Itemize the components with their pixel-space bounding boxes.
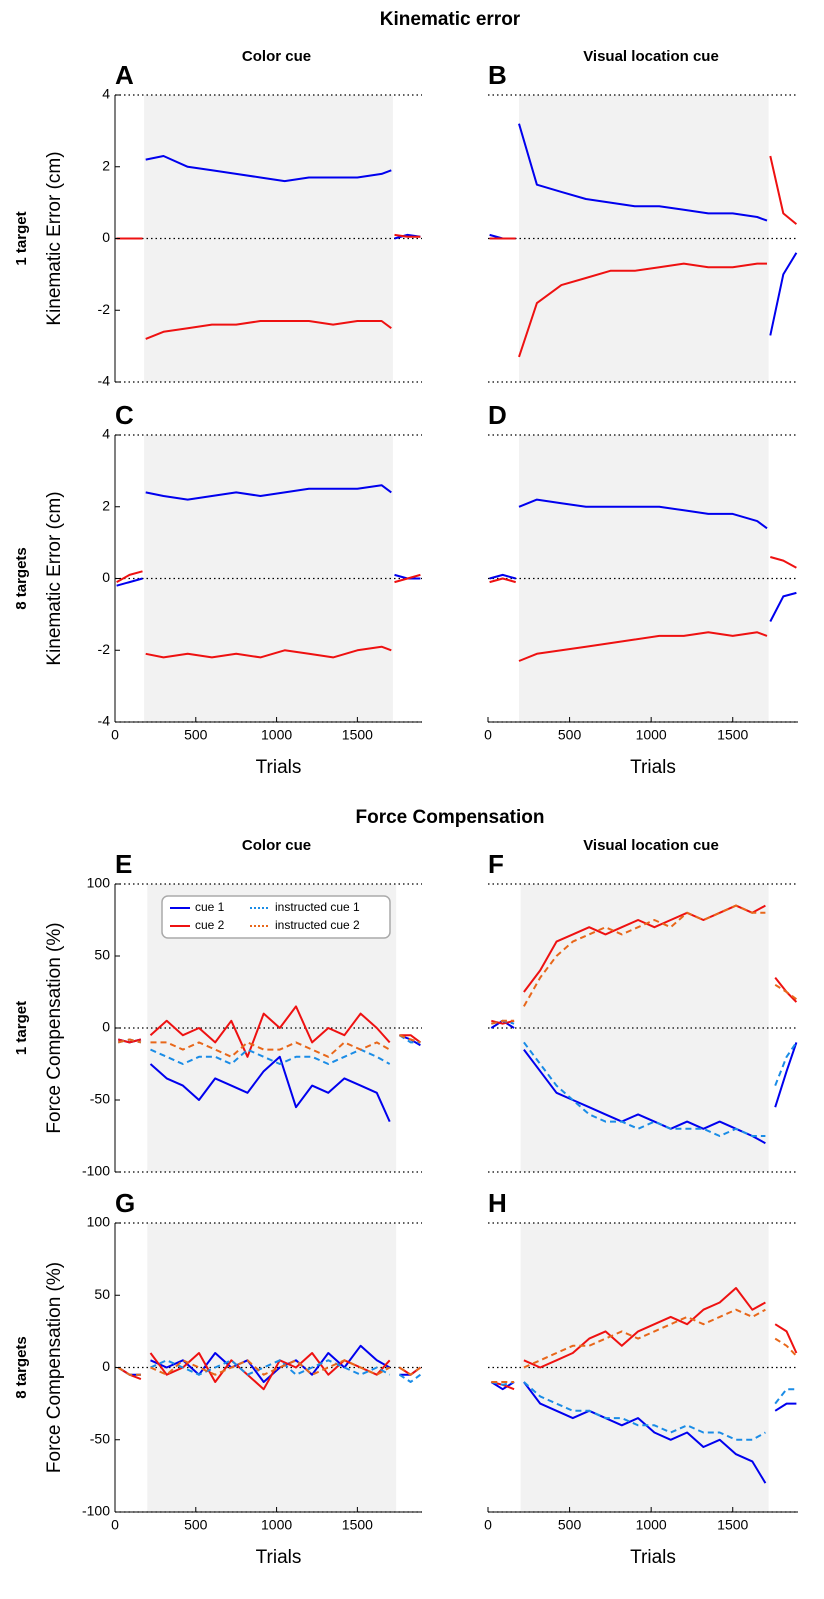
panel-letter: D [488,400,507,430]
x-tick-label: 1000 [636,1517,667,1533]
y-tick-label: -100 [82,1163,110,1179]
x-axis-label: Trials [630,757,676,778]
y-tick-label: 50 [94,1286,110,1302]
x-axis-label: Trials [256,757,302,778]
x-tick-label: 0 [111,1517,119,1533]
series-line [491,1308,798,1383]
legend-label: cue 1 [195,900,225,914]
series-line [117,1359,421,1376]
row-label: 8 targets [13,1336,30,1399]
series-line [117,1034,421,1058]
y-tick-label: -50 [90,1091,110,1107]
y-tick-label: 100 [87,1214,111,1230]
y-tick-label: -4 [98,373,111,389]
panel-letter: G [115,1188,135,1218]
column-title: Color cue [242,837,311,854]
panel-letter: A [115,60,134,90]
x-tick-label: 500 [558,1517,582,1533]
y-axis-label: Kinematic Error (cm) [44,491,65,665]
series-line [116,570,421,659]
y-tick-label: 2 [102,157,110,173]
y-tick-label: 2 [102,497,110,513]
series-line [491,904,797,1025]
section-title: Kinematic error [380,9,521,30]
panel-letter: F [488,849,504,879]
y-tick-label: -2 [98,301,111,317]
series-line [489,556,797,662]
y-tick-label: 100 [87,875,111,891]
x-axis-label: Trials [630,1547,676,1568]
y-axis-label: Force Compensation (%) [44,922,65,1133]
y-tick-label: -100 [82,1503,110,1519]
x-tick-label: 500 [558,727,582,743]
x-tick-label: 1000 [261,1517,292,1533]
x-tick-label: 1000 [636,727,667,743]
panel-letter: B [488,60,507,90]
series-line [489,498,797,622]
series-line [489,155,798,358]
x-tick-label: 500 [184,1517,208,1533]
section-title: Force Compensation [356,807,545,828]
legend-label: instructed cue 2 [275,918,360,932]
row-label: 1 target [13,211,30,265]
y-tick-label: -2 [98,641,111,657]
y-axis-label: Force Compensation (%) [44,1262,65,1473]
x-tick-label: 1500 [342,1517,373,1533]
column-title: Visual location cue [583,837,719,854]
panel-letter: H [488,1188,507,1218]
x-axis-label: Trials [256,1547,302,1568]
y-tick-label: 4 [102,86,110,102]
row-label: 1 target [13,1001,30,1055]
legend-box [161,895,391,939]
column-title: Color cue [242,48,311,65]
legend-label: instructed cue 1 [275,900,360,914]
y-tick-label: 0 [102,1358,110,1374]
x-tick-label: 1500 [717,727,748,743]
y-tick-label: 0 [102,1019,110,1035]
panel-letter: C [115,400,134,430]
series-line [116,233,421,340]
x-tick-label: 0 [484,727,492,743]
x-tick-label: 0 [484,1517,492,1533]
x-tick-label: 1500 [342,727,373,743]
panel-letter: E [115,849,132,879]
y-tick-label: 0 [102,229,110,245]
x-tick-label: 1500 [717,1517,748,1533]
y-tick-label: -50 [90,1430,110,1446]
y-axis-label: Kinematic Error (cm) [44,151,65,325]
legend-label: cue 2 [195,918,225,932]
y-tick-label: 50 [94,947,110,963]
y-tick-label: -4 [98,713,111,729]
row-label: 8 targets [13,547,30,610]
x-tick-label: 500 [184,727,208,743]
y-tick-label: 0 [102,569,110,585]
x-tick-label: 0 [111,727,119,743]
y-tick-label: 4 [102,426,110,442]
x-tick-label: 1000 [261,727,292,743]
column-title: Visual location cue [583,48,719,65]
